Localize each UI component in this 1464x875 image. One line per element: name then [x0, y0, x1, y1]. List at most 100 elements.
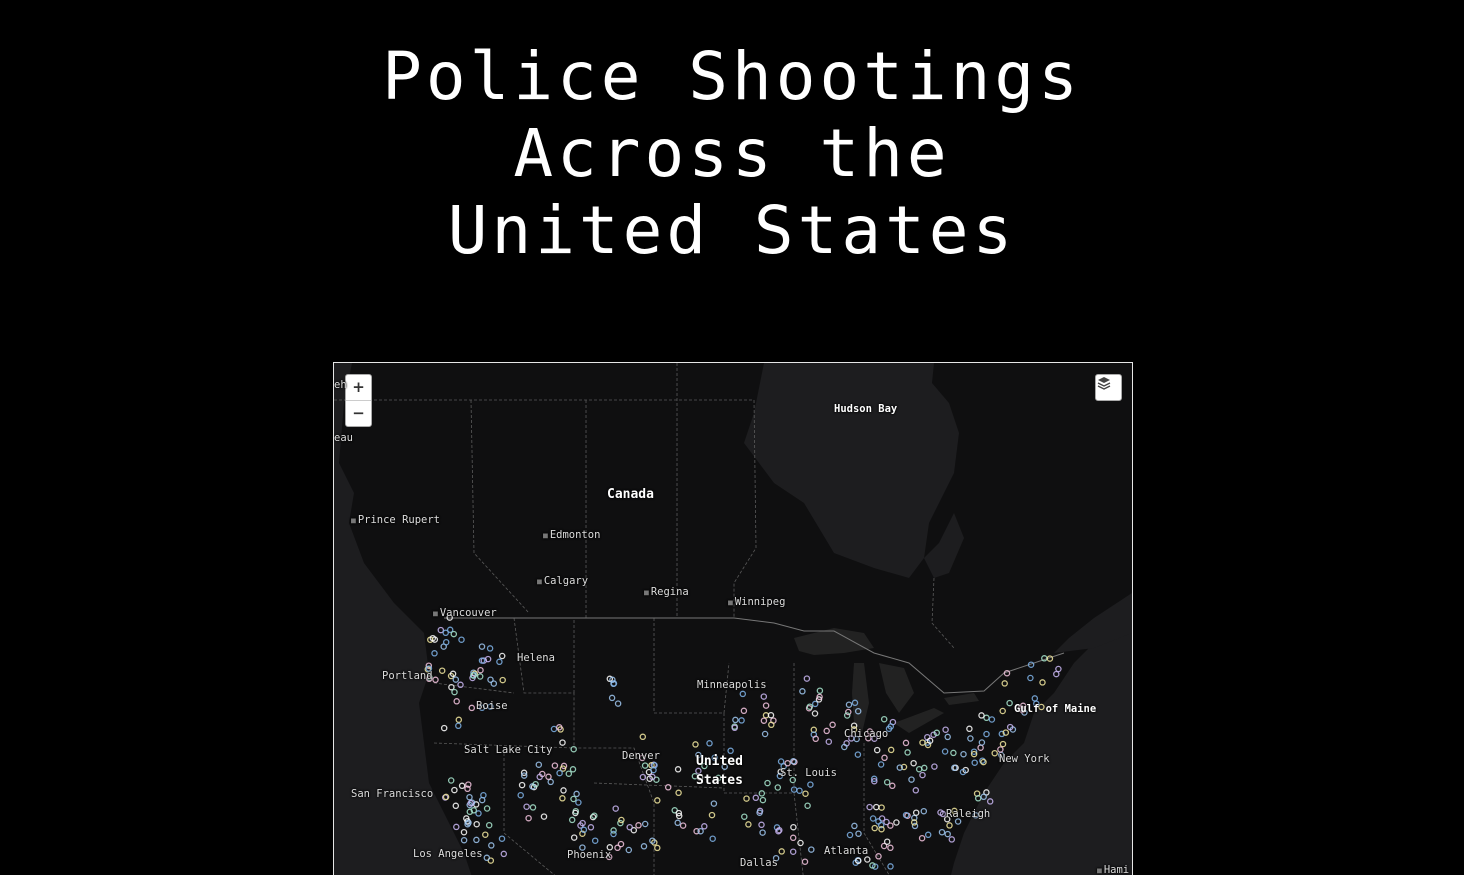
incident-marker[interactable] — [851, 822, 858, 830]
layers-button[interactable] — [1095, 374, 1122, 401]
incident-marker[interactable] — [784, 759, 791, 767]
incident-marker[interactable] — [449, 670, 457, 678]
incident-marker[interactable] — [843, 712, 851, 719]
incident-marker[interactable] — [845, 701, 853, 708]
incident-marker[interactable] — [767, 711, 775, 719]
incident-marker[interactable] — [756, 809, 763, 816]
incident-marker[interactable] — [948, 836, 956, 843]
incident-marker[interactable] — [547, 778, 554, 786]
incident-marker[interactable] — [801, 858, 809, 865]
incident-marker[interactable] — [476, 673, 484, 680]
incident-marker[interactable] — [889, 782, 896, 790]
incident-marker[interactable] — [887, 863, 894, 870]
incident-marker[interactable] — [1002, 729, 1010, 736]
incident-marker[interactable] — [1053, 670, 1060, 678]
incident-marker[interactable] — [580, 826, 588, 834]
incident-marker[interactable] — [871, 777, 878, 785]
incident-marker[interactable] — [998, 730, 1006, 738]
incident-marker[interactable] — [877, 761, 885, 768]
incident-marker[interactable] — [875, 853, 882, 860]
incident-marker[interactable] — [570, 795, 577, 803]
incident-marker[interactable] — [938, 828, 946, 836]
incident-marker[interactable] — [970, 750, 978, 758]
incident-marker[interactable] — [972, 812, 979, 819]
incident-marker[interactable] — [924, 831, 932, 839]
incident-marker[interactable] — [774, 784, 782, 791]
incident-marker[interactable] — [740, 707, 748, 715]
incident-marker[interactable] — [452, 802, 460, 810]
incident-marker[interactable] — [1006, 723, 1014, 731]
incident-marker[interactable] — [573, 790, 580, 798]
incident-marker[interactable] — [457, 681, 464, 689]
incident-marker[interactable] — [850, 726, 858, 733]
incident-marker[interactable] — [425, 675, 433, 683]
incident-marker[interactable] — [854, 751, 862, 758]
incident-marker[interactable] — [641, 820, 649, 828]
incident-marker[interactable] — [931, 763, 938, 770]
incident-marker[interactable] — [776, 772, 784, 780]
incident-marker[interactable] — [701, 823, 708, 830]
incident-marker[interactable] — [606, 844, 614, 851]
incident-marker[interactable] — [649, 773, 656, 781]
incident-marker[interactable] — [442, 629, 449, 637]
incident-marker[interactable] — [478, 657, 486, 664]
incident-marker[interactable] — [556, 769, 563, 777]
incident-marker[interactable] — [518, 781, 526, 789]
incident-marker[interactable] — [921, 764, 928, 772]
incident-marker[interactable] — [866, 728, 874, 735]
incident-marker[interactable] — [429, 634, 437, 642]
incident-marker[interactable] — [470, 807, 478, 814]
incident-marker[interactable] — [709, 835, 716, 842]
incident-marker[interactable] — [731, 724, 738, 732]
incident-marker[interactable] — [1027, 674, 1034, 682]
incident-marker[interactable] — [475, 810, 482, 817]
incident-marker[interactable] — [978, 739, 986, 746]
incident-marker[interactable] — [579, 844, 586, 851]
incident-marker[interactable] — [893, 819, 900, 826]
incident-marker[interactable] — [610, 680, 618, 687]
incident-marker[interactable] — [738, 717, 745, 724]
incident-marker[interactable] — [550, 725, 558, 733]
incident-marker[interactable] — [806, 703, 814, 710]
incident-marker[interactable] — [466, 793, 473, 801]
incident-marker[interactable] — [902, 739, 910, 747]
incident-marker[interactable] — [591, 837, 599, 844]
incident-marker[interactable] — [438, 667, 446, 674]
incident-marker[interactable] — [941, 748, 949, 755]
incident-marker[interactable] — [486, 645, 494, 652]
incident-marker[interactable] — [796, 787, 803, 794]
incident-marker[interactable] — [1038, 703, 1045, 711]
incident-marker[interactable] — [451, 786, 458, 794]
incident-marker[interactable] — [802, 790, 809, 797]
incident-marker[interactable] — [608, 694, 616, 702]
incident-marker[interactable] — [851, 699, 859, 707]
incident-marker[interactable] — [778, 848, 785, 855]
incident-marker[interactable] — [966, 725, 973, 733]
incident-marker[interactable] — [498, 652, 506, 660]
incident-marker[interactable] — [887, 822, 894, 829]
incident-marker[interactable] — [482, 831, 489, 838]
incident-marker[interactable] — [710, 800, 718, 807]
incident-marker[interactable] — [871, 735, 878, 742]
incident-marker[interactable] — [455, 716, 463, 724]
incident-marker[interactable] — [570, 745, 577, 753]
incident-marker[interactable] — [880, 715, 888, 723]
incident-marker[interactable] — [865, 734, 872, 742]
incident-marker[interactable] — [812, 735, 819, 743]
incident-marker[interactable] — [980, 758, 987, 766]
incident-marker[interactable] — [854, 707, 862, 715]
incident-marker[interactable] — [846, 831, 854, 839]
incident-marker[interactable] — [696, 774, 704, 781]
incident-marker[interactable] — [460, 828, 468, 836]
incident-marker[interactable] — [789, 848, 797, 855]
incident-marker[interactable] — [988, 716, 996, 723]
incident-marker[interactable] — [841, 743, 848, 751]
incident-marker[interactable] — [460, 836, 468, 844]
incident-marker[interactable] — [570, 834, 578, 841]
incident-marker[interactable] — [912, 787, 920, 794]
incident-marker[interactable] — [649, 837, 656, 844]
incident-marker[interactable] — [873, 746, 881, 754]
incident-marker[interactable] — [768, 721, 775, 729]
incident-marker[interactable] — [855, 830, 862, 837]
incident-marker[interactable] — [490, 680, 498, 687]
